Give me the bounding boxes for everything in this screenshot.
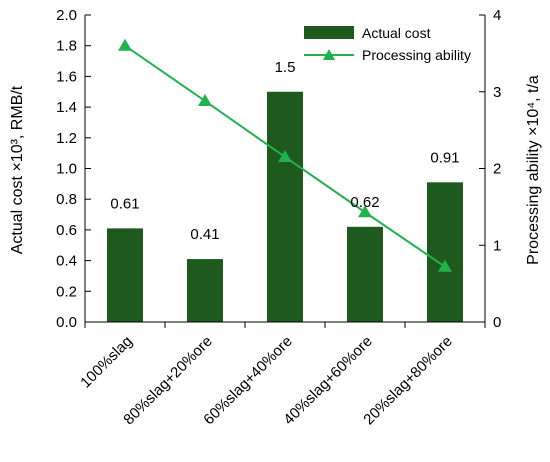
right-tick-label: 1	[493, 237, 501, 254]
data-labels: 0.61 0.41 1.5 0.62 0.91	[110, 59, 459, 243]
data-label: 0.41	[190, 226, 219, 243]
left-tick-label: 0.8	[56, 191, 77, 208]
right-tick-label: 3	[493, 84, 501, 101]
line-point	[438, 259, 452, 272]
left-tick-label: 0.2	[56, 283, 77, 300]
left-tick-label: 1.2	[56, 130, 77, 147]
left-tick-label: 0.4	[56, 253, 77, 270]
left-tick-label: 1.0	[56, 161, 77, 178]
line-point	[278, 149, 292, 162]
line-point	[358, 205, 372, 218]
right-tick-label: 4	[493, 7, 501, 24]
line-point	[118, 38, 132, 51]
y2-axis-label: Processing ability ×10⁴, t/a	[525, 75, 542, 265]
right-tick-label: 0	[493, 314, 501, 331]
right-tick-label: 2	[493, 161, 501, 178]
left-tick-label: 1.8	[56, 38, 77, 55]
left-tick-label: 0.6	[56, 222, 77, 239]
bar	[347, 226, 383, 322]
x-axis: 100%slag80%slag+20%ore60%slag+40%ore40%s…	[77, 321, 486, 428]
left-tick-label: 1.4	[56, 99, 77, 116]
data-label: 1.5	[275, 59, 296, 76]
legend-label-line: Processing ability	[362, 47, 471, 63]
bar	[267, 91, 303, 322]
x-tick-label: 100%slag	[77, 333, 136, 392]
bars	[107, 91, 463, 322]
x-tick-label: 20%slag+80%ore	[360, 333, 455, 428]
left-tick-label: 0.0	[56, 314, 77, 331]
data-label: 0.91	[430, 149, 459, 166]
line-point	[198, 93, 212, 106]
line-series	[118, 38, 452, 272]
bar	[187, 259, 223, 322]
y-axis-label: Actual cost ×10³, RMB/t	[9, 85, 26, 254]
bar	[427, 182, 463, 322]
legend: Actual cost Processing ability	[304, 25, 471, 63]
left-tick-label: 1.6	[56, 68, 77, 85]
left-tick-label: 2.0	[56, 7, 77, 24]
legend-swatch-bar	[304, 26, 354, 39]
legend-marker-triangle	[323, 49, 335, 60]
bar	[107, 228, 143, 322]
data-label: 0.62	[350, 194, 379, 211]
legend-label-bar: Actual cost	[362, 25, 431, 41]
left-axis: 0.0 0.2 0.4 0.6 0.8 1.0 1.2 1.4 1.6 1.8 2.0	[56, 7, 91, 331]
right-axis: 0 1 2 3 4	[479, 7, 501, 331]
data-label: 0.61	[110, 195, 139, 212]
